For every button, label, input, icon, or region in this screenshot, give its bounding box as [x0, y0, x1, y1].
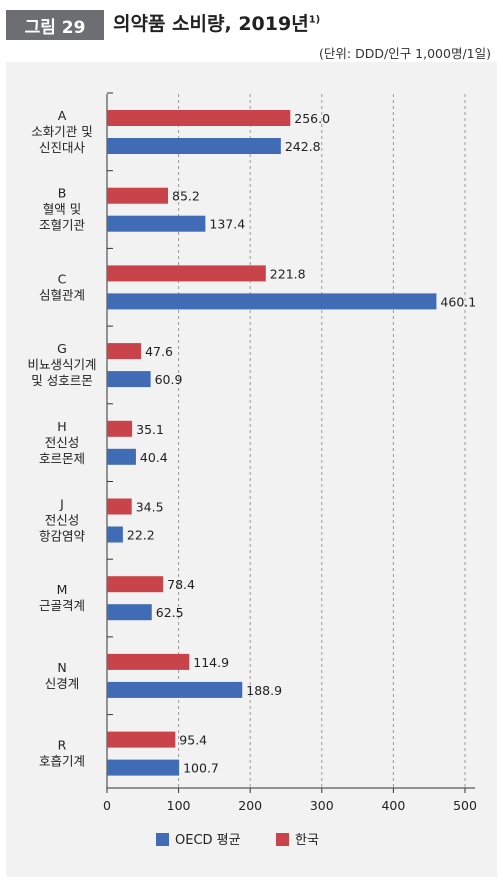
- unit-note: (단위: DDD/인구 1,000명/1일): [319, 46, 491, 61]
- value-label-oecd-6: 62.5: [156, 605, 184, 620]
- value-label-korea-0: 256.0: [294, 111, 330, 126]
- bar-oecd-8: [107, 759, 180, 776]
- category-label-5-0: J: [59, 497, 64, 512]
- x-tick-label-300: 300: [310, 798, 334, 813]
- legend-swatch-0: [156, 833, 169, 846]
- category-label-3-0: G: [57, 341, 67, 356]
- bar-korea-2: [107, 265, 266, 282]
- bar-oecd-7: [107, 681, 243, 698]
- figure-number: 그림 29: [24, 17, 86, 38]
- bar-oecd-6: [107, 604, 152, 621]
- value-label-oecd-2: 460.1: [440, 294, 476, 309]
- bar-oecd-2: [107, 293, 437, 310]
- value-label-korea-1: 85.2: [172, 189, 200, 204]
- category-label-1-0: B: [58, 186, 67, 201]
- category-label-8-1: 호흡기계: [39, 754, 85, 769]
- bar-korea-3: [107, 343, 142, 360]
- category-label-7-1: 신경계: [45, 676, 80, 691]
- chart-panel: 0 100 200 300 400 500 256.0 242.8 A 소화기관 및 신진대사 85.…: [6, 62, 497, 877]
- bar-korea-6: [107, 576, 164, 593]
- bar-korea-4: [107, 420, 133, 437]
- value-label-oecd-8: 100.7: [183, 761, 219, 776]
- category-label-1-2: 조혈기관: [39, 218, 86, 233]
- bar-oecd-1: [107, 215, 206, 232]
- value-label-oecd-3: 60.9: [155, 372, 183, 387]
- category-label-0-2: 신진대사: [39, 140, 86, 155]
- bar-oecd-5: [107, 526, 123, 543]
- category-label-0-0: A: [58, 108, 67, 123]
- value-label-oecd-5: 22.2: [127, 528, 155, 543]
- bar-korea-8: [107, 731, 176, 748]
- category-label-3-2: 및 성호르몬: [31, 373, 92, 388]
- value-label-oecd-7: 188.9: [246, 683, 282, 698]
- chart-title-text: 의약품 소비량, 2019년: [113, 13, 309, 35]
- bar-oecd-3: [107, 371, 151, 388]
- figure-number-badge: 그림 29: [6, 10, 104, 40]
- legend-swatch-1: [276, 833, 289, 846]
- bar-korea-7: [107, 653, 190, 670]
- category-label-2-1: 심혈관계: [39, 287, 85, 302]
- bar-korea-0: [107, 110, 291, 126]
- category-label-1-1: 혈액 및: [43, 202, 81, 217]
- value-label-korea-3: 47.6: [145, 344, 173, 359]
- x-tick-label-0: 0: [103, 798, 111, 813]
- value-label-korea-8: 95.4: [179, 733, 207, 748]
- value-label-oecd-4: 40.4: [140, 450, 168, 465]
- category-label-3-1: 비뇨생식기계: [27, 357, 96, 372]
- bar-korea-5: [107, 498, 132, 515]
- category-label-4-1: 전신성: [45, 435, 80, 450]
- bar-korea-1: [107, 187, 169, 204]
- category-label-6-0: M: [57, 582, 68, 597]
- category-label-2-0: C: [58, 271, 67, 286]
- category-label-4-0: H: [57, 419, 66, 434]
- value-label-oecd-0: 242.8: [285, 139, 321, 154]
- bar-oecd-4: [107, 448, 136, 465]
- category-label-5-2: 항감염약: [39, 529, 86, 544]
- category-label-0-1: 소화기관 및: [31, 124, 92, 139]
- value-label-korea-5: 34.5: [136, 500, 164, 515]
- category-label-6-1: 근골격계: [39, 598, 85, 613]
- value-label-oecd-1: 137.4: [209, 217, 245, 232]
- bar-oecd-0: [107, 138, 281, 154]
- value-label-korea-7: 114.9: [193, 655, 229, 670]
- x-tick-label-200: 200: [238, 798, 262, 813]
- value-label-korea-6: 78.4: [167, 577, 195, 592]
- chart-title-footnote: 1): [308, 14, 321, 26]
- legend-label-1: 한국: [295, 833, 319, 848]
- x-tick-label-400: 400: [381, 798, 405, 813]
- category-label-8-0: R: [58, 738, 67, 753]
- category-label-5-1: 전신성: [45, 513, 80, 528]
- chart-title: 의약품 소비량, 2019년1): [113, 9, 320, 36]
- x-tick-label-100: 100: [167, 798, 191, 813]
- x-tick-label-500: 500: [453, 798, 477, 813]
- category-label-4-2: 호르몬제: [39, 451, 85, 466]
- value-label-korea-2: 221.8: [270, 266, 306, 281]
- value-label-korea-4: 35.1: [136, 422, 164, 437]
- category-label-7-0: N: [57, 660, 66, 675]
- legend-label-0: OECD 평균: [175, 833, 241, 848]
